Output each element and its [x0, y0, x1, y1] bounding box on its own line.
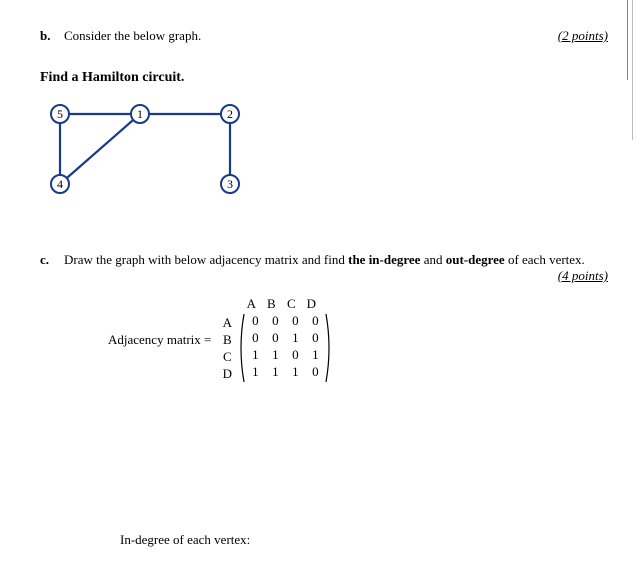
svg-text:5: 5 — [57, 107, 63, 121]
matrix-cell: 0 — [265, 312, 285, 329]
matrix-row-label: A — [217, 314, 237, 331]
matrix-cell: 1 — [265, 346, 285, 363]
matrix-cell: 0 — [305, 329, 325, 346]
matrix-row: 1101 — [245, 346, 325, 363]
adjacency-matrix-region: Adjacency matrix = ABCD ABCD 00000010110… — [108, 296, 608, 384]
svg-text:4: 4 — [57, 177, 63, 191]
matrix-col-header: B — [261, 296, 281, 312]
page-edge-shadow-2 — [632, 0, 633, 140]
part-b-points: (2 points) — [558, 28, 608, 44]
matrix-rows: 0000001011011110 — [245, 312, 325, 384]
matrix-row-label: B — [217, 331, 237, 348]
part-b-header: b. Consider the below graph. (2 points) — [40, 28, 608, 44]
part-c-prompt-mid: and — [420, 252, 445, 267]
matrix-col-header: D — [301, 296, 321, 312]
left-paren — [237, 312, 245, 384]
svg-text:1: 1 — [137, 107, 143, 121]
part-b-letter: b. — [40, 28, 54, 44]
matrix-cell: 1 — [245, 346, 265, 363]
part-c-prompt-suffix: of each vertex. — [505, 252, 585, 267]
part-c-header: c. Draw the graph with below adjacency m… — [40, 252, 608, 268]
matrix-cell: 0 — [265, 329, 285, 346]
in-degree-label: In-degree of each vertex: — [120, 532, 608, 548]
matrix-cell: 1 — [305, 346, 325, 363]
part-c-prompt-bold1: the in-degree — [348, 252, 420, 267]
part-c-letter: c. — [40, 252, 54, 268]
matrix-label: Adjacency matrix = — [108, 332, 211, 348]
part-b-prompt: Consider the below graph. — [64, 28, 201, 44]
part-b-instruction: Find a Hamilton circuit. — [40, 70, 608, 86]
matrix-cell: 0 — [285, 312, 305, 329]
matrix-cell: 1 — [245, 363, 265, 380]
part-c-prompt: Draw the graph with below adjacency matr… — [64, 252, 585, 268]
matrix-row: 0000 — [245, 312, 325, 329]
matrix-col-header: A — [241, 296, 261, 312]
matrix-row-labels: ABCD — [217, 312, 237, 384]
part-c-points: (4 points) — [558, 268, 608, 283]
matrix-cell: 1 — [285, 329, 305, 346]
svg-text:3: 3 — [227, 177, 233, 191]
matrix-cell: 0 — [305, 312, 325, 329]
part-c-prompt-prefix: Draw the graph with below adjacency matr… — [64, 252, 348, 267]
svg-text:2: 2 — [227, 107, 233, 121]
part-c-prompt-bold2: out-degree — [446, 252, 505, 267]
matrix-cell: 1 — [285, 363, 305, 380]
matrix-row: 0010 — [245, 329, 325, 346]
matrix-cell: 0 — [245, 329, 265, 346]
matrix-col-headers: ABCD — [241, 296, 333, 312]
matrix-row: 1110 — [245, 363, 325, 380]
matrix-cell: 0 — [305, 363, 325, 380]
matrix-cell: 0 — [285, 346, 305, 363]
graph-svg: 5 1 2 4 3 — [40, 96, 260, 216]
matrix-cell: 1 — [265, 363, 285, 380]
hamilton-graph: 5 1 2 4 3 — [40, 96, 260, 216]
page-edge-shadow — [627, 0, 628, 80]
matrix-col-header: C — [281, 296, 301, 312]
matrix-row-label: C — [217, 348, 237, 365]
matrix-cell: 0 — [245, 312, 265, 329]
matrix-row-label: D — [217, 365, 237, 382]
right-paren — [325, 312, 333, 384]
